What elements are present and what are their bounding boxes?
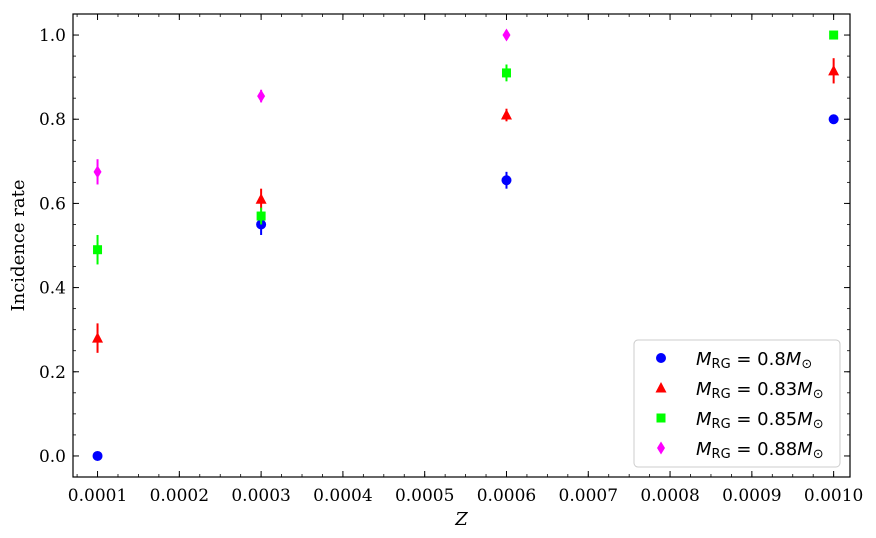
y-tick-label: 0.8 [39,110,66,130]
x-tick-label: 0.0006 [477,486,536,506]
legend-box [633,339,841,468]
data-point [257,89,266,103]
legend-marker [655,382,667,393]
data-point [93,245,103,255]
legend-label: MRG = 0.8M⊙ [696,349,812,372]
data-point [500,109,512,120]
series-square [93,30,839,265]
y-tick-label: 0.6 [39,194,66,214]
y-tick-label: 0.4 [39,279,66,299]
data-point [92,450,103,461]
data-point [829,30,839,40]
legend-label: MRG = 0.88M⊙ [696,439,824,462]
data-point [501,68,511,78]
x-tick-label: 0.0003 [231,486,290,506]
legend-label: MRG = 0.85M⊙ [696,409,824,432]
x-tick-label: 0.0004 [313,486,372,506]
data-point [92,332,104,343]
x-tick-label: 0.0002 [150,486,209,506]
data-point [93,165,102,179]
tick-labels: 0.0001 0.0002 0.0003 0.0004 0.0005 0.0006 0.00… [39,26,863,506]
legend-marker [656,353,666,363]
legend-entry: MRG = 0.8M⊙ [656,349,812,372]
series-circle [92,114,839,461]
y-axis-title: Incidence rate [8,180,29,312]
legend-marker [657,441,665,455]
data-point [256,211,266,221]
x-tick-label: 0.0005 [395,486,454,506]
data-point [255,193,267,204]
legend-entry: MRG = 0.85M⊙ [656,409,824,432]
series-diamond [93,28,511,185]
plot-frame [72,13,851,478]
data-point [828,64,840,76]
y-tick-label: 1.0 [39,26,66,46]
y-tick-label: 0.2 [39,363,66,383]
legend-label: MRG = 0.83M⊙ [696,379,824,402]
data-point [501,175,512,186]
x-tick-label: 0.0009 [722,486,781,506]
data-marks [92,28,840,461]
legend: MRG = 0.8M⊙ MRG = 0.83M⊙ MRG = 0.85M⊙ MRG =… [633,339,841,468]
legend-entry: MRG = 0.88M⊙ [657,439,824,462]
data-point [828,114,839,125]
legend-entry: MRG = 0.83M⊙ [655,379,824,402]
x-tick-label: 0.0010 [804,486,863,506]
y-tick-label: 0.0 [39,447,66,467]
legend-marker [656,413,666,423]
data-point [502,28,511,42]
x-tick-label: 0.0008 [640,486,699,506]
x-tick-label: 0.0007 [559,486,618,506]
x-axis-title: Z [454,509,468,530]
x-tick-label: 0.0001 [68,486,127,506]
series-triangle [92,58,840,353]
